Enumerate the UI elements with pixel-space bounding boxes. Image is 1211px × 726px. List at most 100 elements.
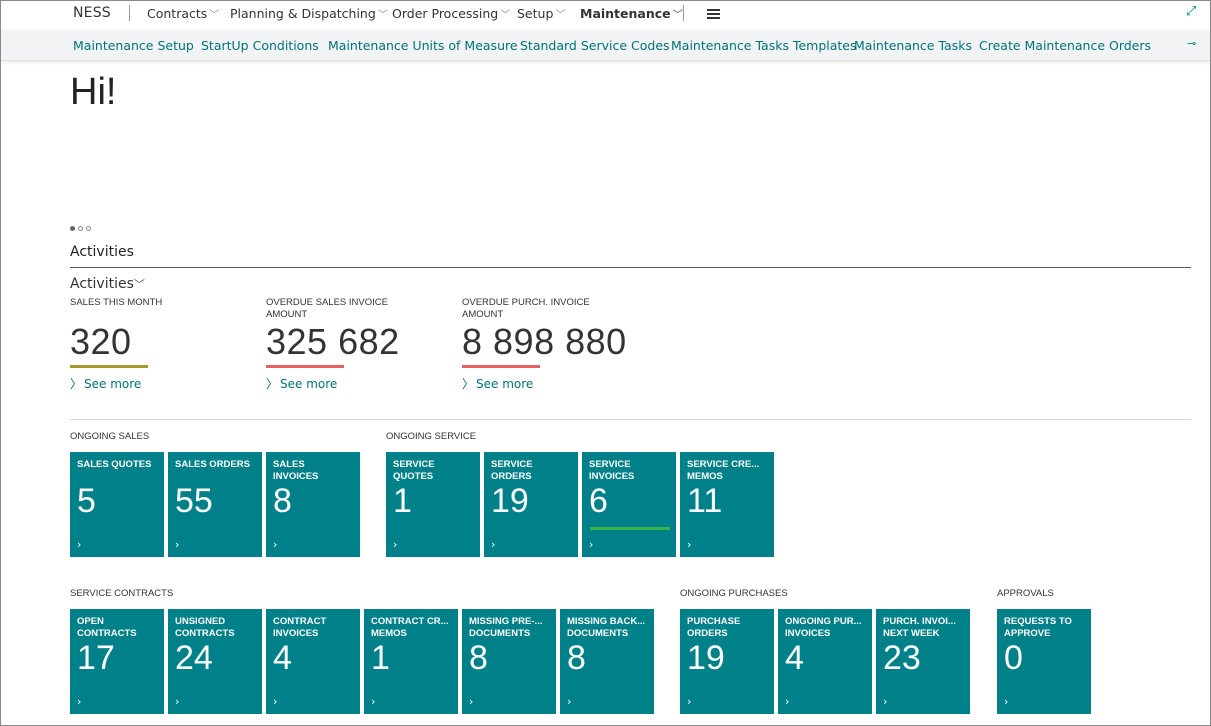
tile-ongoing-purchase-invoices[interactable]: ONGOING PUR... INVOICES 4 ›: [778, 609, 872, 714]
tile-requests-to-approve[interactable]: REQUESTS TO APPROVE 0 ›: [997, 609, 1091, 714]
link-startup-conditions[interactable]: StartUp Conditions: [201, 38, 319, 53]
tile-value: 8: [567, 639, 586, 677]
tile-label: SERVICE QUOTES: [393, 459, 435, 482]
cue-group-title: ONGOING PURCHASES: [680, 588, 788, 599]
menu-setup[interactable]: Setup ﹀: [517, 6, 565, 21]
kpi-overdue-purch-invoice-amount: OVERDUE PURCH. INVOICE AMOUNT 8 898 880 …: [462, 297, 642, 392]
tile-sales-orders[interactable]: SALES ORDERS 55 ›: [168, 452, 262, 557]
chevron-right-icon: ›: [687, 538, 692, 551]
tile-unsigned-contracts[interactable]: UNSIGNED CONTRACTS 24 ›: [168, 609, 262, 714]
chevron-right-icon: ›: [77, 695, 82, 708]
kpi-value[interactable]: 8 898 880: [462, 321, 627, 362]
carousel-dot[interactable]: [78, 226, 83, 231]
tile-label: PURCH. INVOI... NEXT WEEK: [883, 616, 956, 639]
link-maintenance-units-of-measure[interactable]: Maintenance Units of Measure: [328, 38, 518, 53]
hamburger-icon[interactable]: [707, 9, 720, 19]
chevron-down-icon: ﹀: [672, 10, 683, 21]
chevron-right-icon: 〉: [266, 377, 279, 391]
chevron-down-icon: ﹀: [209, 10, 220, 21]
tile-value: 24: [175, 639, 213, 677]
tile-value: 1: [393, 482, 412, 520]
tile-service-orders[interactable]: SERVICE ORDERS 19 ›: [484, 452, 578, 557]
chevron-right-icon: ›: [393, 538, 398, 551]
tile-value: 6: [589, 482, 608, 520]
see-more-label: See more: [280, 377, 338, 391]
tile-sales-quotes[interactable]: SALES QUOTES 5 ›: [70, 452, 164, 557]
tile-service-invoices[interactable]: SERVICE INVOICES 6 ›: [582, 452, 676, 557]
tile-label: SERVICE ORDERS: [491, 459, 533, 482]
see-more-link[interactable]: 〉 See more: [70, 375, 141, 392]
chevron-right-icon: ›: [273, 695, 278, 708]
chevron-down-icon: ﹀: [500, 10, 511, 21]
tile-label: ONGOING PUR... INVOICES: [785, 616, 862, 639]
sub-navigation: Maintenance Setup StartUp Conditions Mai…: [1, 30, 1210, 61]
activities-group-toggle[interactable]: Activities﹀: [70, 276, 145, 292]
tile-label: UNSIGNED CONTRACTS: [175, 616, 235, 639]
cue-group-title: ONGOING SALES: [70, 431, 150, 442]
tile-value: 19: [491, 482, 529, 520]
link-maintenance-setup[interactable]: Maintenance Setup: [73, 38, 194, 53]
see-more-label: See more: [84, 377, 142, 391]
tile-label: CONTRACT INVOICES: [273, 616, 327, 639]
tile-sales-invoices[interactable]: SALES INVOICES 8 ›: [266, 452, 360, 557]
top-navigation: NESS Contracts ﹀ Planning & Dispatching ﹀ …: [1, 1, 1210, 28]
tile-value: 1: [371, 639, 390, 677]
company-name[interactable]: NESS: [73, 5, 111, 21]
tile-label: SALES ORDERS: [175, 459, 250, 470]
menu-label: Planning & Dispatching: [230, 6, 376, 21]
tile-value: 4: [273, 639, 292, 677]
see-more-link[interactable]: 〉 See more: [462, 375, 533, 392]
divider: [683, 5, 684, 21]
menu-label: Maintenance: [580, 6, 671, 21]
pin-icon[interactable]: ⊸: [1187, 37, 1197, 50]
chevron-right-icon: ›: [273, 538, 278, 551]
kpi-value[interactable]: 325 682: [266, 321, 400, 362]
see-more-link[interactable]: 〉 See more: [266, 375, 337, 392]
tile-contract-credit-memos[interactable]: CONTRACT CR... MEMOS 1 ›: [364, 609, 458, 714]
link-maintenance-tasks-templates[interactable]: Maintenance Tasks Templates: [671, 38, 857, 53]
link-standard-service-codes[interactable]: Standard Service Codes: [520, 38, 670, 53]
chevron-right-icon: ›: [491, 538, 496, 551]
carousel-dot[interactable]: [70, 226, 75, 231]
tile-label: SERVICE INVOICES: [589, 459, 635, 482]
tile-value: 17: [77, 639, 115, 677]
menu-maintenance[interactable]: Maintenance ﹀: [580, 6, 683, 21]
kpi-status-bar: [70, 365, 148, 368]
tile-purchase-orders[interactable]: PURCHASE ORDERS 19 ›: [680, 609, 774, 714]
tile-label: REQUESTS TO APPROVE: [1004, 616, 1072, 639]
tile-status-bar: [590, 527, 670, 530]
divider: [70, 419, 1191, 420]
tile-service-quotes[interactable]: SERVICE QUOTES 1 ›: [386, 452, 480, 557]
section-title: Activities: [70, 244, 134, 260]
tile-value: 19: [687, 639, 725, 677]
tile-label: OPEN CONTRACTS: [77, 616, 137, 639]
tile-purch-invoices-next-week[interactable]: PURCH. INVOI... NEXT WEEK 23 ›: [876, 609, 970, 714]
tile-open-contracts[interactable]: OPEN CONTRACTS 17 ›: [70, 609, 164, 714]
greeting-headline: Hi!: [70, 71, 117, 113]
menu-planning-dispatching[interactable]: Planning & Dispatching ﹀: [230, 6, 388, 21]
kpi-label: SALES THIS MONTH: [70, 297, 163, 308]
kpi-label: OVERDUE PURCH. INVOICE AMOUNT: [462, 297, 590, 320]
tile-missing-backdated-documents[interactable]: MISSING BACK... DOCUMENTS 8 ›: [560, 609, 654, 714]
menu-order-processing[interactable]: Order Processing ﹀: [392, 6, 510, 21]
chevron-right-icon: ›: [589, 538, 594, 551]
tile-contract-invoices[interactable]: CONTRACT INVOICES 4 ›: [266, 609, 360, 714]
menu-contracts[interactable]: Contracts ﹀: [147, 6, 219, 21]
tile-service-credit-memos[interactable]: SERVICE CRE... MEMOS 11 ›: [680, 452, 774, 557]
chevron-right-icon: ›: [175, 695, 180, 708]
tile-value: 5: [77, 482, 96, 520]
tile-value: 23: [883, 639, 921, 677]
carousel-indicator[interactable]: [70, 216, 94, 235]
cue-group-title: APPROVALS: [997, 588, 1054, 599]
expand-icon[interactable]: ⤢: [1186, 4, 1197, 19]
kpi-value[interactable]: 320: [70, 321, 132, 362]
link-create-maintenance-orders[interactable]: Create Maintenance Orders: [979, 38, 1152, 53]
tile-missing-prepaid-documents[interactable]: MISSING PRE-... DOCUMENTS 8 ›: [462, 609, 556, 714]
tile-value: 8: [273, 482, 292, 520]
tile-label: SALES INVOICES: [273, 459, 319, 482]
link-maintenance-tasks[interactable]: Maintenance Tasks: [854, 38, 972, 53]
carousel-dot[interactable]: [86, 226, 91, 231]
tile-value: 8: [469, 639, 488, 677]
chevron-right-icon: 〉: [70, 377, 83, 391]
tile-label: PURCHASE ORDERS: [687, 616, 741, 639]
